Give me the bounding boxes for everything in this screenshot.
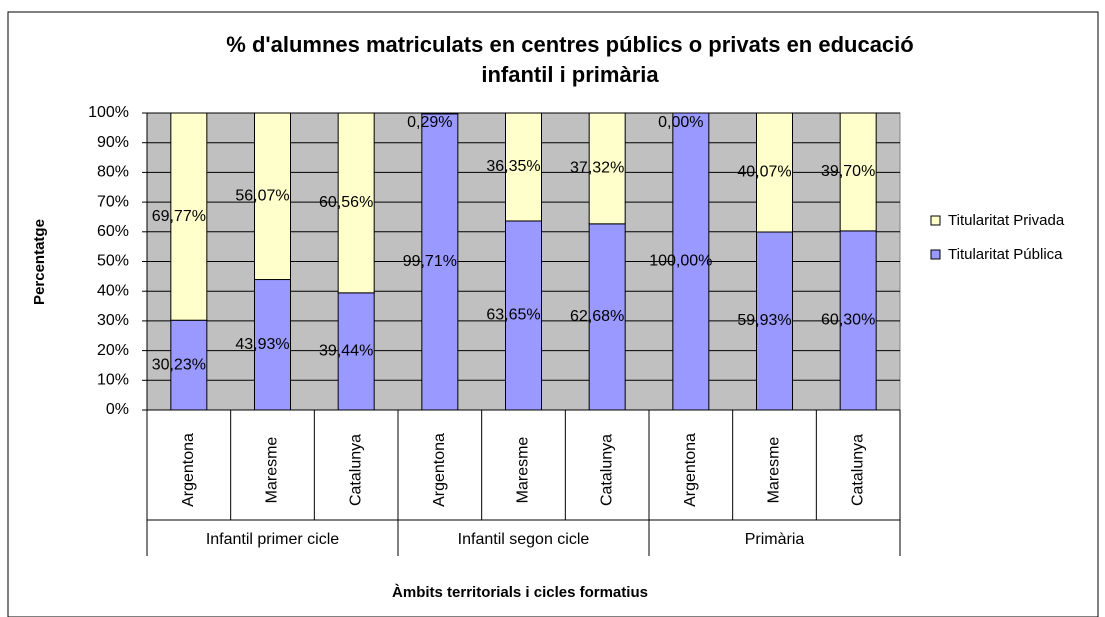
bar-segment	[756, 231, 793, 411]
legend-label: Titularitat Privada	[948, 212, 1065, 229]
bar-segment	[170, 319, 208, 411]
data-label: 39,44%	[319, 343, 373, 360]
data-label: 99,71%	[403, 253, 457, 270]
group-label: Primària	[745, 531, 805, 548]
bar-segment	[588, 223, 626, 411]
x-tick-label: Argentona	[682, 433, 699, 507]
bar-segment	[756, 112, 793, 233]
x-tick-label: Maresme	[515, 437, 532, 504]
x-tick-label: Argentona	[180, 433, 197, 507]
legend-swatch	[930, 249, 941, 260]
y-tick-label: 50%	[97, 253, 129, 270]
x-tick-label: Catalunya	[598, 434, 615, 506]
data-label: 40,07%	[737, 164, 791, 181]
bar-segment	[337, 112, 375, 294]
bar-segment	[254, 112, 291, 281]
x-tick-label: Maresme	[264, 437, 281, 504]
data-label: 30,23%	[152, 356, 206, 373]
data-label: 100,00%	[649, 253, 712, 270]
y-tick-label: 100%	[88, 104, 129, 121]
bar-segment	[505, 112, 542, 222]
bar-segment	[839, 112, 877, 232]
legend-swatch	[930, 215, 941, 226]
y-tick-label: 90%	[97, 134, 129, 151]
x-tick-label: Maresme	[766, 437, 783, 504]
bar-segment	[421, 112, 459, 115]
data-label: 37,32%	[570, 160, 624, 177]
data-label: 43,93%	[235, 336, 289, 353]
data-label: 36,35%	[486, 158, 540, 175]
data-label: 63,65%	[486, 307, 540, 324]
bar-segment	[839, 230, 877, 411]
y-tick-label: 70%	[97, 193, 129, 210]
data-label: 0,29%	[407, 114, 452, 131]
bar-segment	[170, 112, 208, 321]
data-label: 60,30%	[821, 312, 875, 329]
data-label: 56,07%	[235, 187, 289, 204]
y-tick-label: 30%	[97, 312, 129, 329]
group-label: Infantil segon cicle	[458, 531, 590, 548]
bar-segment	[337, 292, 375, 411]
data-label: 62,68%	[570, 308, 624, 325]
data-label: 60,56%	[319, 194, 373, 211]
bar-segment	[588, 112, 626, 225]
bar-segment	[672, 112, 710, 411]
legend-label: Titularitat Pública	[948, 246, 1063, 263]
x-tick-label: Catalunya	[849, 434, 866, 506]
chart-title: % d'alumnes matriculats en centres públi…	[226, 32, 913, 57]
bar-segment	[254, 279, 291, 411]
bar-segment	[505, 220, 542, 411]
y-tick-label: 80%	[97, 164, 129, 181]
y-axis-title: Percentatge	[31, 219, 48, 305]
chart-title: infantil i primària	[481, 62, 659, 87]
data-label: 69,77%	[152, 208, 206, 225]
y-tick-label: 0%	[106, 401, 129, 418]
data-label: 59,93%	[737, 312, 791, 329]
data-label: 0,00%	[658, 114, 703, 131]
bar-segment	[421, 113, 459, 411]
y-tick-label: 60%	[97, 223, 129, 240]
y-tick-label: 40%	[97, 282, 129, 299]
y-tick-label: 20%	[97, 342, 129, 359]
group-label: Infantil primer cicle	[206, 531, 339, 548]
x-axis-title: Àmbits territorials i cicles formatius	[392, 584, 648, 601]
y-tick-label: 10%	[97, 372, 129, 389]
x-tick-label: Catalunya	[347, 434, 364, 506]
data-label: 39,70%	[821, 163, 875, 180]
x-tick-label: Argentona	[431, 433, 448, 507]
